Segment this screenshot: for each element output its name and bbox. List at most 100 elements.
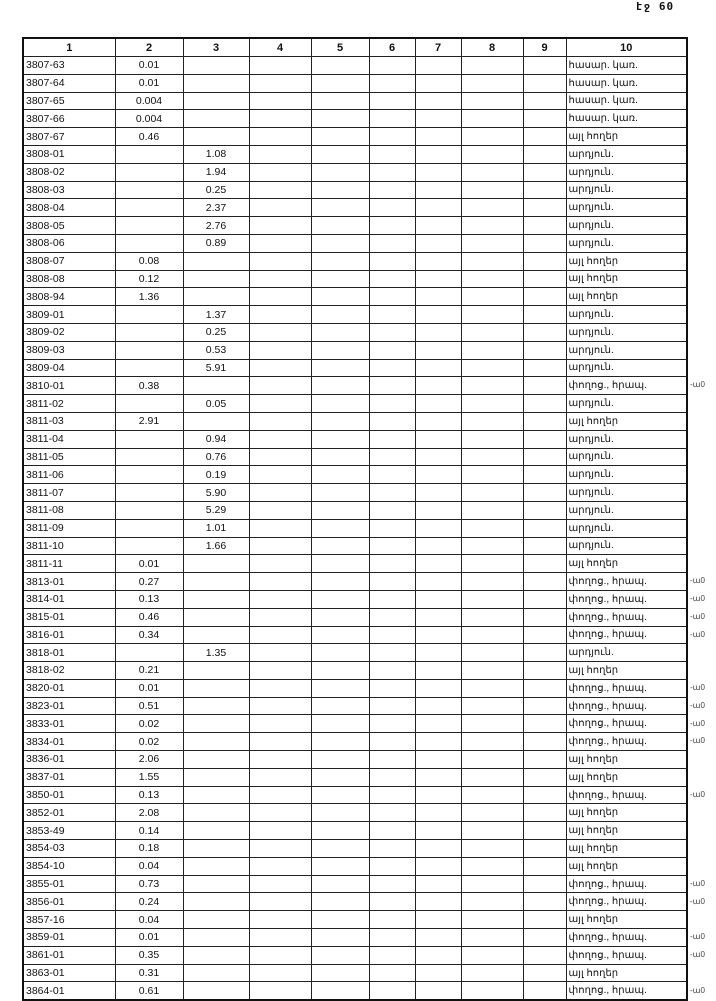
table-row: 3856-01 0.24 փողոց., հրապ. (22, 892, 688, 912)
land-type: հասար. կառ. (565, 73, 688, 93)
empty-cell (460, 483, 524, 502)
empty-cell (368, 767, 416, 787)
empty-cell (522, 607, 567, 627)
land-type: արդյուն. (565, 322, 688, 342)
empty-cell (414, 661, 462, 680)
empty-cell (248, 625, 312, 645)
table-row: 3852-01 2.08 այլ հողեր (22, 803, 688, 823)
parcel-code: 3809-02 (22, 322, 116, 342)
empty-cell (414, 447, 462, 467)
value-col-2 (114, 305, 184, 324)
empty-cell (522, 305, 567, 324)
table-row: 3811-08 5.29 արդյուն. (22, 500, 688, 520)
empty-cell (460, 696, 524, 716)
empty-cell (368, 821, 416, 841)
empty-cell (460, 500, 524, 520)
parcel-code: 3833-01 (22, 714, 116, 734)
column-header-1: 1 (22, 37, 116, 57)
empty-cell (368, 892, 416, 912)
empty-cell (414, 483, 462, 502)
empty-cell (522, 928, 567, 947)
empty-cell (248, 589, 312, 609)
parcel-code: 3809-03 (22, 340, 116, 360)
empty-cell (414, 376, 462, 396)
table-row: 3807-66 0.004 հասար. կառ. (22, 109, 688, 129)
empty-cell (414, 518, 462, 538)
empty-cell (368, 251, 416, 271)
empty-cell (414, 928, 462, 947)
column-header-10: 10 (565, 37, 688, 57)
empty-cell (368, 928, 416, 947)
empty-cell (414, 892, 462, 912)
parcel-code: 3811-06 (22, 465, 116, 485)
empty-cell (248, 305, 312, 324)
empty-cell (460, 750, 524, 769)
table-row: 3814-01 0.13 փողոց., հրապ. (22, 589, 688, 609)
empty-cell (368, 945, 416, 965)
value-col-3: 5.90 (182, 483, 250, 502)
parcel-code: 3814-01 (22, 589, 116, 609)
parcel-code: 3813-01 (22, 572, 116, 591)
column-header-3: 3 (182, 37, 250, 57)
value-col-3 (182, 109, 250, 129)
empty-cell (310, 696, 370, 716)
parcel-code: 3853-49 (22, 821, 116, 841)
empty-cell (414, 198, 462, 218)
empty-cell (414, 216, 462, 235)
empty-cell (248, 643, 312, 663)
table-row: 3823-01 0.51 փողոց., հրապ. (22, 696, 688, 716)
empty-cell (310, 322, 370, 342)
empty-cell (522, 839, 567, 858)
land-type: փողոց., հրապ. (565, 607, 688, 627)
empty-cell (522, 73, 567, 93)
land-type: փողոց., հրապ. (565, 945, 688, 965)
empty-cell (522, 180, 567, 200)
value-col-2: 0.01 (114, 554, 184, 574)
parcel-code: 3811-04 (22, 429, 116, 449)
empty-cell (414, 821, 462, 841)
empty-cell (368, 803, 416, 823)
empty-cell (248, 554, 312, 574)
empty-cell (248, 696, 312, 716)
land-type: այլ հողեր (565, 963, 688, 983)
empty-cell (248, 785, 312, 805)
land-type: փողոց., հրապ. (565, 785, 688, 805)
table-row: 3809-01 1.37 արդյուն. (22, 305, 688, 324)
land-type: այլ հողեր (565, 287, 688, 307)
empty-cell (522, 322, 567, 342)
empty-cell (414, 803, 462, 823)
empty-cell (310, 945, 370, 965)
header-row: 1 2 3 4 5 6 7 8 9 10 (22, 37, 688, 57)
land-type: այլ հողեր (565, 127, 688, 146)
empty-cell (368, 447, 416, 467)
empty-cell (460, 198, 524, 218)
empty-cell (414, 554, 462, 574)
empty-cell (460, 928, 524, 947)
empty-cell (368, 963, 416, 983)
value-col-2: 0.01 (114, 56, 184, 75)
table-row: 3811-09 1.01 արդյուն. (22, 518, 688, 538)
empty-cell (310, 73, 370, 93)
empty-cell (310, 661, 370, 680)
value-col-2 (114, 322, 184, 342)
land-type: արդյուն. (565, 500, 688, 520)
empty-cell (368, 696, 416, 716)
empty-cell (248, 732, 312, 752)
land-type: արդյուն. (565, 518, 688, 538)
empty-cell (368, 287, 416, 307)
table-row: 3811-05 0.76 արդյուն. (22, 447, 688, 467)
empty-cell (248, 216, 312, 235)
land-type: այլ հողեր (565, 661, 688, 680)
empty-cell (460, 322, 524, 342)
empty-cell (460, 127, 524, 146)
empty-cell (248, 518, 312, 538)
empty-cell (522, 572, 567, 591)
land-type: այլ հողեր (565, 839, 688, 858)
table-row: 3809-04 5.91 արդյուն. (22, 358, 688, 378)
empty-cell (460, 643, 524, 663)
margin-mark: -ա0 (690, 789, 705, 799)
land-type: այլ հողեր (565, 750, 688, 769)
empty-cell (522, 483, 567, 502)
empty-cell (522, 803, 567, 823)
table-row: 3850-01 0.13 փողոց., հրապ. (22, 785, 688, 805)
